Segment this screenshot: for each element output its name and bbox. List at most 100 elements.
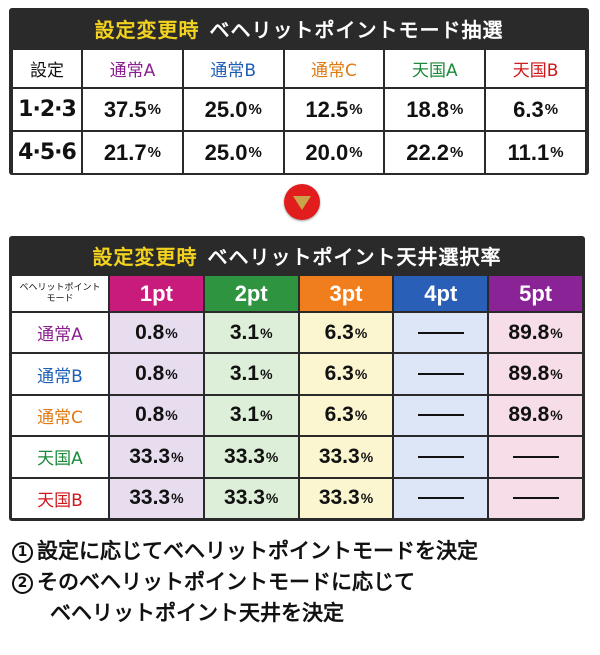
dash-mark <box>417 373 464 376</box>
value-unit: % <box>450 101 464 118</box>
mode-label: 天国A <box>12 437 108 477</box>
circled-number-2: 2 <box>12 573 33 594</box>
rate-cell: 0.8% <box>110 313 203 353</box>
ceiling-selection-title: 設定変更時 ベヘリットポイント天井選択率 <box>9 236 585 274</box>
rate-unit: % <box>550 407 563 424</box>
title-highlight: 設定変更時 <box>92 244 198 269</box>
column-header: 4pt <box>394 276 488 311</box>
value-cell: 25.0% <box>183 132 283 173</box>
column-header: 1pt <box>110 276 203 311</box>
column-header: 天国B <box>486 50 585 87</box>
column-header: 通常A <box>83 50 182 87</box>
rate-cell <box>394 313 488 353</box>
rate-cell: 33.3% <box>110 437 203 477</box>
rate-cell: 6.3% <box>299 395 393 436</box>
value-unit: % <box>349 144 363 161</box>
rate-number: 6.3 <box>324 362 354 386</box>
rate-cell: 33.3% <box>110 478 203 518</box>
note-1-text: 設定に応じてベヘリットポイントモードを決定 <box>37 539 478 563</box>
rate-cell: 6.3% <box>299 313 393 353</box>
rate-number: 33.3 <box>129 486 171 510</box>
rate-number: 33.3 <box>318 486 360 510</box>
rate-number: 6.3 <box>324 403 354 427</box>
rate-number: 33.3 <box>224 444 265 468</box>
rate-unit: % <box>550 366 563 383</box>
column-header: 5pt <box>489 276 582 311</box>
setting-label: 4·5·6 <box>13 132 81 173</box>
rate-cell <box>394 478 488 518</box>
ceiling-selection-grid: ベヘリットポイント モード 1pt 2pt 3pt 4pt 5pt 通常A 0.8% 3.1%… <box>12 276 582 518</box>
rate-cell: 0.8% <box>110 354 203 394</box>
value-unit: % <box>248 144 262 161</box>
dash-mark <box>417 331 464 334</box>
mode-lottery-title: 設定変更時 ベヘリットポイントモード抽選 <box>9 8 589 48</box>
rate-number: 3.1 <box>229 362 260 386</box>
mode-header: ベヘリットポイント モード <box>12 276 108 311</box>
rate-unit: % <box>354 407 368 424</box>
value-number: 20.0 <box>305 139 349 165</box>
column-header: 3pt <box>299 276 393 311</box>
ceiling-selection-table: 設定変更時 ベヘリットポイント天井選択率 ベヘリットポイント モード 1pt 2p… <box>9 236 585 521</box>
mode-label: 通常B <box>12 354 108 394</box>
value-number: 12.5 <box>305 96 349 122</box>
rate-cell <box>394 354 488 394</box>
rate-unit: % <box>165 407 178 424</box>
value-cell: 25.0% <box>183 89 283 130</box>
rate-number: 0.8 <box>135 362 165 386</box>
note-1: 1 設定に応じてベヘリットポイントモードを決定 <box>12 536 592 567</box>
setting-label: 1·2·3 <box>13 89 81 130</box>
value-number: 21.7 <box>103 139 147 165</box>
dash-mark <box>417 414 464 417</box>
column-header: 天国A <box>385 50 485 87</box>
mode-lottery-grid: 設定 通常A 通常B 通常C 天国A 天国B 1·2·3 37.5% 25.0% 12.5% 18… <box>13 50 585 173</box>
mode-header-line2: モード <box>46 293 74 304</box>
mode-label: 通常A <box>12 313 108 353</box>
rate-cell: 3.1% <box>204 354 298 394</box>
rate-unit: % <box>265 490 279 507</box>
value-unit: % <box>349 101 363 118</box>
mode-label: 通常C <box>12 395 108 436</box>
circled-number-1: 1 <box>12 542 33 563</box>
dash-mark <box>512 455 559 458</box>
rate-cell: 33.3% <box>299 437 393 477</box>
value-unit: % <box>450 144 464 161</box>
value-number: 25.0 <box>204 139 248 165</box>
rate-cell: 3.1% <box>204 313 298 353</box>
note-2-cont: ベヘリットポイント天井を決定 <box>12 598 592 629</box>
rate-cell: 89.8% <box>489 354 582 394</box>
rate-unit: % <box>260 324 273 341</box>
rate-unit: % <box>165 366 178 383</box>
rate-cell <box>489 478 582 518</box>
down-triangle-icon <box>284 184 320 220</box>
value-number: 37.5 <box>103 96 147 122</box>
rate-cell: 0.8% <box>110 395 203 436</box>
rate-unit: % <box>171 448 184 465</box>
note-2-text-a: そのベヘリットポイントモードに応じて <box>37 570 415 594</box>
value-number: 6.3 <box>513 96 544 122</box>
rate-number: 33.3 <box>224 486 265 510</box>
value-number: 11.1 <box>507 139 550 165</box>
rate-number: 33.3 <box>318 444 360 468</box>
rate-number: 89.8 <box>508 362 550 386</box>
rate-cell: 33.3% <box>204 478 298 518</box>
rate-cell: 89.8% <box>489 395 582 436</box>
rate-number: 0.8 <box>135 320 165 344</box>
rate-unit: % <box>354 324 368 341</box>
rate-cell: 6.3% <box>299 354 393 394</box>
title-text: ベヘリットポイントモード抽選 <box>209 17 504 42</box>
rate-cell <box>489 437 582 477</box>
rate-unit: % <box>360 448 374 465</box>
dash-mark <box>417 497 464 500</box>
dash-mark <box>512 497 559 500</box>
rate-cell: 3.1% <box>204 395 298 436</box>
value-cell: 37.5% <box>83 89 182 130</box>
rate-unit: % <box>550 324 563 341</box>
mode-label: 天国B <box>12 478 108 518</box>
value-number: 18.8 <box>406 96 450 122</box>
value-unit: % <box>147 144 161 161</box>
value-unit: % <box>248 101 262 118</box>
note-2-text-b: ベヘリットポイント天井を決定 <box>50 601 344 625</box>
rate-unit: % <box>360 490 374 507</box>
notes: 1 設定に応じてベヘリットポイントモードを決定 2 そのベヘリットポイントモードに応… <box>12 536 592 629</box>
mode-header-line1: ベヘリットポイント <box>19 282 101 293</box>
